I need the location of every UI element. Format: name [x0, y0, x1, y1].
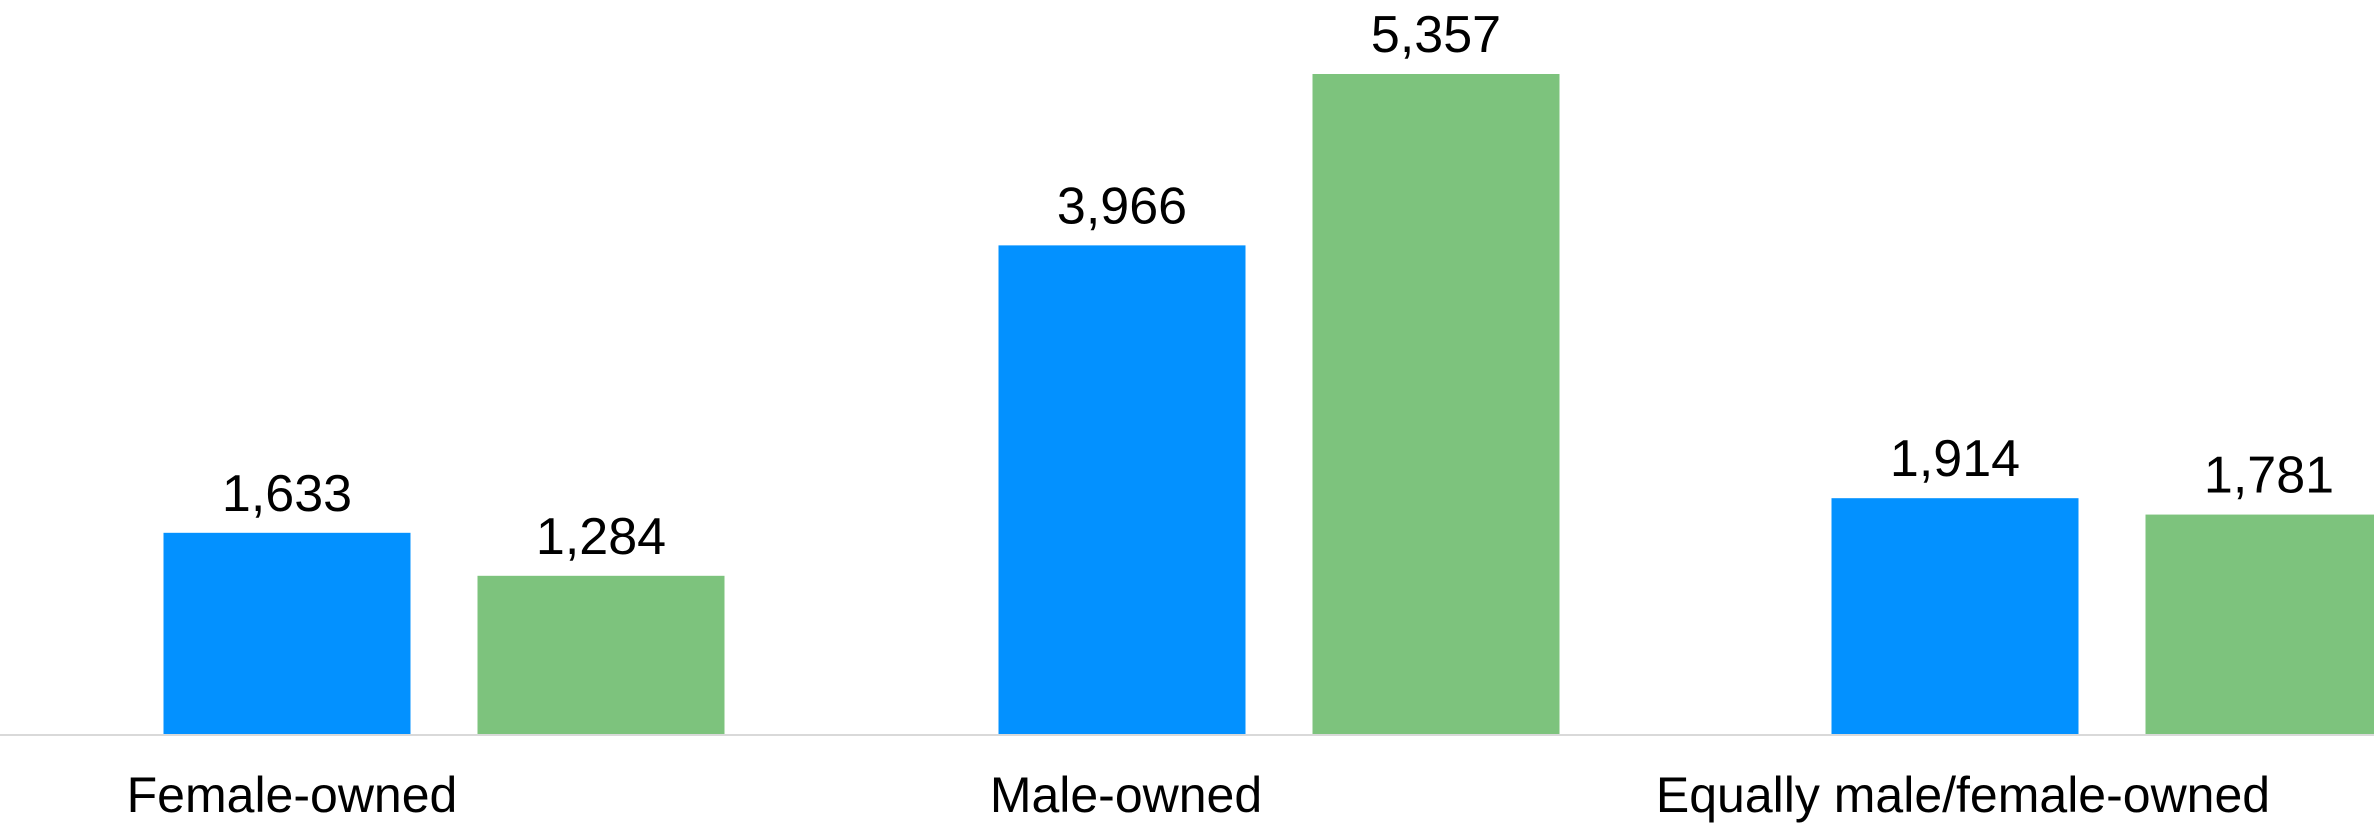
value-label-group: 1,633 1,284 3,966 5,357 1,914 1,781 — [222, 6, 2334, 566]
bar-equally-male-female-owned-series-1 — [1831, 498, 2079, 734]
bar-female-owned-series-1 — [163, 532, 411, 734]
bar-female-owned-series-2 — [477, 575, 725, 734]
data-label-female-owned-series-2: 1,284 — [536, 508, 666, 566]
category-label-group: Female-owned Male-owned Equally male/femal… — [127, 767, 2270, 823]
data-label-equally-male-female-owned-series-2: 1,781 — [2204, 447, 2334, 505]
data-label-male-owned-series-2: 5,357 — [1371, 6, 1501, 64]
data-label-equally-male-female-owned-series-1: 1,914 — [1890, 430, 2020, 488]
category-label-equally-male-female-owned: Equally male/female-owned — [1656, 767, 2270, 823]
data-label-male-owned-series-1: 3,966 — [1057, 177, 1187, 235]
bar-male-owned-series-2 — [1312, 74, 1560, 734]
category-label-male-owned: Male-owned — [990, 767, 1262, 823]
category-label-female-owned: Female-owned — [127, 767, 458, 823]
bar-group — [163, 74, 2374, 734]
data-label-female-owned-series-1: 1,633 — [222, 465, 352, 523]
bar-equally-male-female-owned-series-2 — [2145, 514, 2374, 734]
bar-male-owned-series-1 — [998, 245, 1246, 734]
